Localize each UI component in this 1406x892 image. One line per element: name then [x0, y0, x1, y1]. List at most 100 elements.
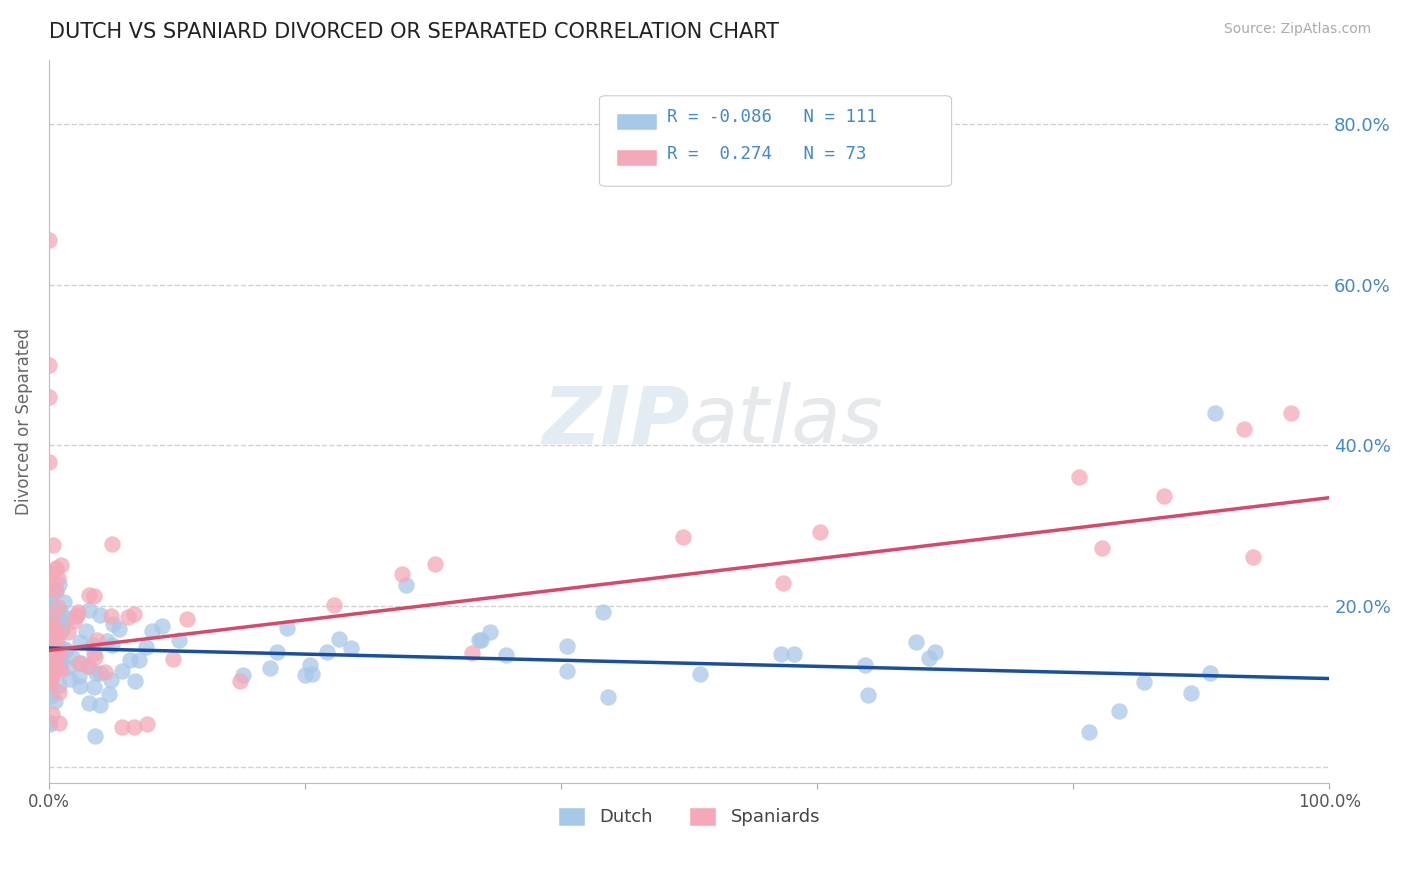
Point [100, 537, 122, 551]
Point [46, 600, 69, 615]
Point [150, 618, 173, 632]
Point [60, 649, 83, 664]
Point [167, 632, 190, 647]
Point [38, 599, 60, 614]
Point [79, 658, 101, 673]
Point [468, 633, 491, 648]
Point [48, 685, 70, 699]
Point [592, 606, 614, 620]
Point [294, 667, 316, 681]
Point [58, 610, 80, 624]
Text: ZIP: ZIP [541, 383, 689, 460]
Point [38, 653, 60, 667]
Point [96, 634, 118, 648]
Point [56, 625, 79, 640]
FancyBboxPatch shape [616, 149, 657, 166]
Point [39, 651, 62, 665]
Point [44, 644, 66, 658]
Point [59, 672, 82, 686]
Point [51, 624, 73, 639]
Point [69, 679, 91, 693]
Point [772, 575, 794, 590]
Point [44, 628, 66, 642]
Point [55, 643, 77, 657]
Point [39, 655, 62, 669]
Point [108, 622, 131, 636]
Point [39, 566, 62, 581]
Point [118, 652, 141, 666]
Point [470, 633, 492, 648]
Point [1180, 686, 1202, 700]
Point [38, 639, 60, 653]
Point [46, 644, 69, 658]
Point [100, 673, 122, 687]
Point [38, 234, 60, 248]
Point [42, 538, 65, 552]
Point [162, 651, 184, 665]
Point [52, 641, 75, 656]
Point [48, 653, 70, 667]
Point [266, 645, 288, 659]
Point [425, 557, 447, 571]
Point [41, 660, 63, 674]
Text: DUTCH VS SPANIARD DIVORCED OR SEPARATED CORRELATION CHART: DUTCH VS SPANIARD DIVORCED OR SEPARATED … [49, 22, 779, 42]
Point [117, 610, 139, 624]
Point [42, 638, 65, 652]
Point [101, 638, 124, 652]
Point [63, 614, 86, 628]
Point [38, 390, 60, 404]
Point [49, 664, 72, 678]
Point [77, 697, 100, 711]
Point [1078, 725, 1101, 739]
Point [67, 669, 90, 683]
Point [301, 666, 323, 681]
Point [83, 680, 105, 694]
Point [45, 582, 67, 597]
Point [853, 658, 876, 673]
Point [41, 671, 63, 685]
Point [52, 595, 75, 609]
Point [77, 602, 100, 616]
Point [110, 664, 132, 678]
Point [44, 694, 66, 708]
Point [45, 562, 67, 576]
Point [48, 614, 70, 628]
Point [38, 714, 60, 729]
Text: atlas: atlas [689, 383, 884, 460]
Point [89, 608, 111, 623]
Point [39, 661, 62, 675]
Point [67, 605, 90, 619]
Point [1279, 406, 1302, 420]
Point [100, 609, 122, 624]
Point [38, 634, 60, 648]
FancyBboxPatch shape [599, 95, 952, 186]
Point [49, 558, 72, 572]
Point [65, 609, 87, 624]
Point [56, 660, 79, 674]
Point [38, 716, 60, 731]
Point [905, 635, 928, 649]
Point [77, 658, 100, 673]
Point [141, 624, 163, 638]
Point [45, 584, 67, 599]
Point [299, 658, 322, 673]
Point [38, 600, 60, 615]
Point [82, 638, 104, 652]
Point [783, 647, 806, 661]
Point [45, 631, 67, 645]
Point [124, 674, 146, 689]
Point [48, 577, 70, 591]
Point [1198, 665, 1220, 680]
Point [39, 675, 62, 690]
Text: R = -0.086   N = 111: R = -0.086 N = 111 [668, 109, 877, 127]
Point [1241, 549, 1264, 564]
Point [276, 621, 298, 635]
Point [44, 657, 66, 671]
Text: Source: ZipAtlas.com: Source: ZipAtlas.com [1223, 22, 1371, 37]
Point [228, 673, 250, 688]
Point [45, 661, 67, 675]
Point [84, 665, 107, 680]
Point [51, 622, 73, 636]
Point [42, 611, 65, 625]
Point [46, 571, 69, 585]
